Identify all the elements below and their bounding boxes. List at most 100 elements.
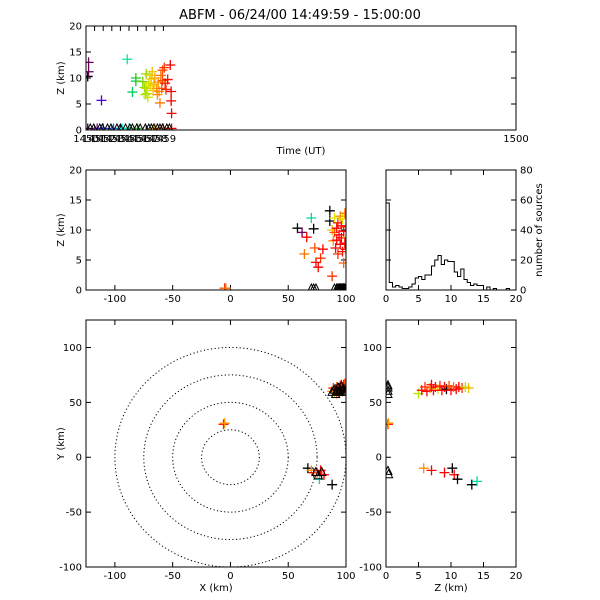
source-point: [332, 249, 343, 259]
x-tick-label: -50: [164, 571, 180, 582]
y-tick-label: 5: [76, 256, 82, 267]
station-marker: [386, 379, 393, 390]
y-tick-label: -100: [59, 563, 82, 574]
station-marker: [386, 468, 394, 479]
x-tick-label: 50: [282, 571, 295, 582]
source-point: [219, 418, 230, 429]
histogram-bar: [396, 286, 399, 291]
x-tick-label: 20: [510, 294, 523, 305]
source-point: [159, 62, 170, 73]
source-point: [466, 479, 477, 490]
y-tick-label: 15: [69, 196, 82, 207]
y-tick-label: 50: [69, 398, 82, 409]
marks: [386, 379, 482, 490]
x-tick-label: 15: [477, 294, 490, 305]
source-point: [342, 236, 346, 238]
x-tick-label: -100: [104, 571, 127, 582]
x-tick-label: 50: [282, 294, 295, 305]
height-y-panel: 0 5 10 15 20 -100 -50 0 50 100 Z (km): [359, 319, 522, 594]
station-marker: [141, 122, 149, 130]
marks: [86, 54, 177, 130]
x-tick-label: 1458: [142, 134, 167, 145]
y-tick-label: 15: [69, 48, 82, 59]
station-marker: [150, 122, 158, 130]
station-marker: [113, 122, 121, 130]
source-point: [472, 476, 482, 487]
histogram-bar: [461, 269, 464, 290]
marks: [219, 205, 346, 290]
source-point: [339, 238, 346, 249]
source-point: [86, 66, 94, 77]
station-marker: [307, 282, 315, 290]
source-point: [418, 463, 429, 474]
histogram-bar: [477, 286, 480, 291]
plot-frame: [85, 25, 517, 131]
tick-marks: [86, 169, 347, 291]
x-tick-label: 1451: [82, 134, 107, 145]
x-axis-label: Z (km): [434, 583, 467, 594]
station-marker: [126, 122, 134, 130]
source-point: [439, 381, 450, 392]
source-point: [327, 479, 338, 490]
y-tick-label: 10: [69, 226, 82, 237]
station-marker: [310, 282, 318, 290]
source-point: [317, 244, 328, 255]
y-tick-label: 0: [520, 286, 526, 297]
source-point: [327, 225, 338, 235]
source-point: [86, 71, 93, 82]
source-point: [324, 205, 335, 216]
source-point: [139, 82, 150, 93]
station-marker: [133, 122, 141, 130]
histogram-bar: [389, 283, 392, 291]
figure-title: ABFM - 06/24/00 14:49:59 - 15:00:00: [179, 8, 421, 23]
x-axis-label: X (km): [199, 583, 232, 594]
y-tick-label: 60: [520, 196, 533, 207]
source-point: [430, 381, 441, 392]
source-point: [451, 384, 462, 395]
x-tick-label: 0: [383, 294, 389, 305]
y-tick-label: 20: [520, 256, 533, 267]
station-marker: [386, 388, 393, 399]
histogram-bar: [419, 277, 422, 291]
station-marker: [90, 122, 98, 130]
plan-view-panel: -100 -50 0 50 100 -100 -50 0 50 100 X (km) Y (km): [56, 319, 356, 594]
panels: 1450145114521453145414551456145714581459…: [56, 22, 545, 595]
source-point: [336, 220, 346, 231]
source-point: [143, 78, 154, 89]
x-tick-label: 0: [227, 571, 233, 582]
marks: [386, 202, 516, 291]
source-point: [162, 74, 173, 85]
histogram-bar: [474, 284, 477, 290]
y-axis-label: Y (km): [56, 427, 67, 461]
plot-frame: [385, 319, 517, 568]
source-point: [147, 66, 158, 77]
source-point: [166, 86, 177, 97]
x-tick-label: 1459: [151, 134, 176, 145]
source-point: [153, 77, 164, 88]
range-rings: [114, 346, 346, 567]
source-point: [155, 70, 166, 81]
y-axis-label: Z (km): [56, 61, 67, 94]
histogram-bar: [445, 260, 448, 290]
source-point: [297, 227, 308, 238]
range-ring: [172, 401, 289, 513]
x-tick-label: -100: [104, 294, 127, 305]
histogram-bar: [422, 280, 425, 291]
source-point: [306, 213, 317, 223]
histogram-bar: [467, 283, 470, 291]
station-marker: [98, 122, 106, 130]
x-tick-label: 100: [336, 294, 355, 305]
range-ring: [114, 346, 346, 567]
source-point: [157, 65, 168, 76]
station-marker: [316, 466, 327, 476]
x-tick-label: 1450: [73, 134, 98, 145]
x-height-panel: -100 -50 0 50 100 0 5 10 15 20 Z (km): [56, 166, 356, 306]
histogram-bar: [458, 277, 461, 291]
source-point: [160, 84, 171, 95]
station-marker: [165, 122, 173, 130]
histogram-bar: [435, 260, 438, 290]
source-point: [335, 239, 346, 250]
x-tick-label: 1452: [90, 134, 115, 145]
station-marker: [103, 122, 112, 130]
source-point: [439, 467, 450, 478]
